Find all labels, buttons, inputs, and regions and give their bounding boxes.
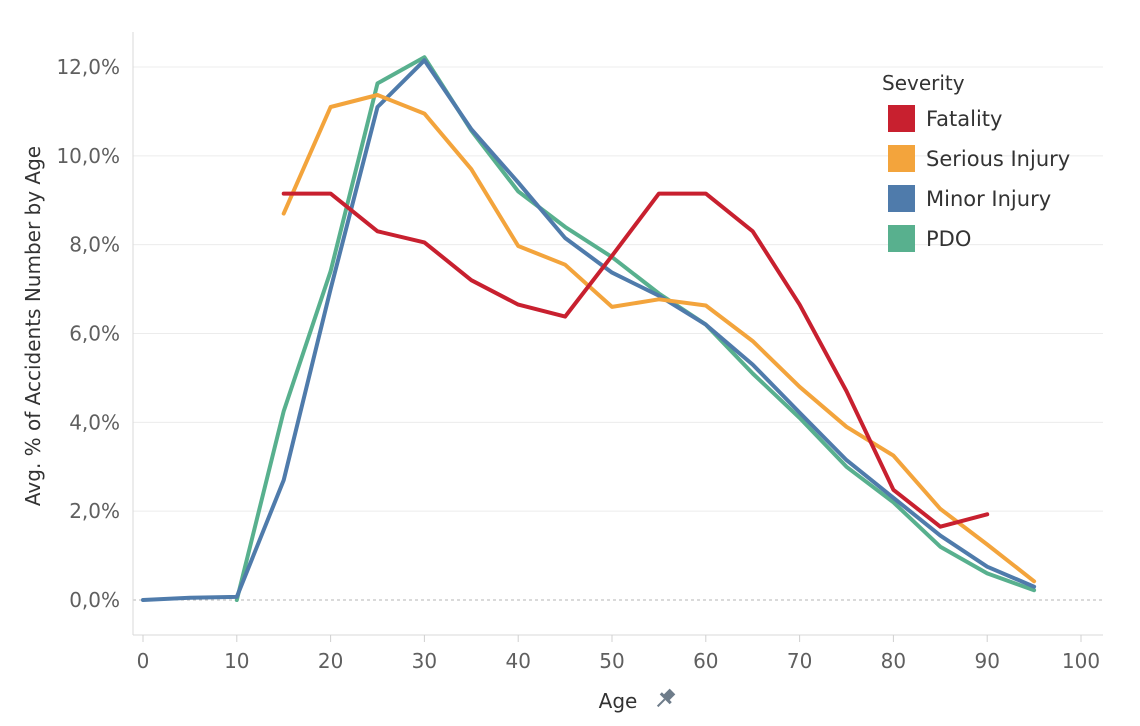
y-tick-label: 12,0% xyxy=(56,55,120,79)
legend-swatch[interactable] xyxy=(888,145,915,172)
x-tick-label: 90 xyxy=(974,649,999,673)
x-tick-label: 20 xyxy=(318,649,343,673)
y-tick-label: 2,0% xyxy=(69,499,120,523)
y-tick-label: 0,0% xyxy=(69,588,120,612)
x-tick-label: 0 xyxy=(137,649,150,673)
x-tick-label: 10 xyxy=(224,649,249,673)
series-line-serious-injury[interactable] xyxy=(281,93,1037,584)
series-line-minor-injury[interactable] xyxy=(141,58,1037,602)
legend-label[interactable]: PDO xyxy=(926,227,971,251)
pin-icon[interactable] xyxy=(653,687,678,712)
legend-label[interactable]: Serious Injury xyxy=(926,147,1070,171)
y-tick-label: 8,0% xyxy=(69,233,120,257)
y-axis-title: Avg. % of Accidents Number by Age xyxy=(21,146,45,506)
x-tick-label: 80 xyxy=(881,649,906,673)
series-line-pdo[interactable] xyxy=(234,55,1037,602)
x-tick-label: 60 xyxy=(693,649,718,673)
legend-label[interactable]: Fatality xyxy=(926,107,1002,131)
x-tick-label: 40 xyxy=(505,649,530,673)
y-tick-label: 6,0% xyxy=(69,322,120,346)
legend-label[interactable]: Minor Injury xyxy=(926,187,1051,211)
x-axis-title: Age xyxy=(599,689,638,713)
legend-swatch[interactable] xyxy=(888,225,915,252)
legend: Severity Fatality Serious Injury Minor Inj… xyxy=(882,71,1070,252)
axes xyxy=(132,32,1103,636)
legend-items: Fatality Serious Injury Minor Injury PDO xyxy=(888,105,1070,252)
y-tick-label: 10,0% xyxy=(56,144,120,168)
legend-title: Severity xyxy=(882,71,965,95)
x-tick-label: 100 xyxy=(1062,649,1100,673)
x-tick-label: 50 xyxy=(599,649,624,673)
x-tick-label: 30 xyxy=(412,649,437,673)
x-tick-label: 70 xyxy=(787,649,812,673)
x-axis-ticks: 0 10 20 30 40 50 60 70 80 90 100 xyxy=(137,635,1100,673)
series-lines xyxy=(141,55,1037,602)
legend-swatch[interactable] xyxy=(888,185,915,212)
y-axis-ticks: 0,0% 2,0% 4,0% 6,0% 8,0% 10,0% 12,0% xyxy=(56,55,120,612)
series-line-fatality[interactable] xyxy=(281,191,990,529)
x-axis-title-group: Age xyxy=(599,687,678,713)
legend-swatch[interactable] xyxy=(888,105,915,132)
y-tick-label: 4,0% xyxy=(69,410,120,434)
